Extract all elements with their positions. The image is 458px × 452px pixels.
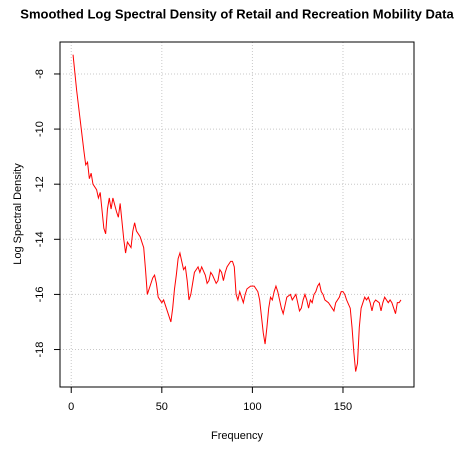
x-tick-label: 50 xyxy=(156,401,168,413)
x-tick-label: 150 xyxy=(334,401,352,413)
y-tick-label: -8 xyxy=(34,69,46,79)
chart-title: Smoothed Log Spectral Density of Retail … xyxy=(20,6,454,21)
y-axis-label: Log Spectral Density xyxy=(12,163,24,265)
y-tick-label: -14 xyxy=(34,231,46,247)
y-tick-label: -18 xyxy=(34,342,46,358)
plot-frame xyxy=(59,41,415,388)
x-axis-label: Frequency xyxy=(211,430,263,442)
y-tick-label: -10 xyxy=(34,121,46,137)
y-tick-label: -16 xyxy=(34,286,46,302)
data-line xyxy=(72,54,402,372)
x-tick-label: 0 xyxy=(68,401,74,413)
y-tick-label: -12 xyxy=(34,176,46,192)
x-tick-label: 100 xyxy=(243,401,261,413)
